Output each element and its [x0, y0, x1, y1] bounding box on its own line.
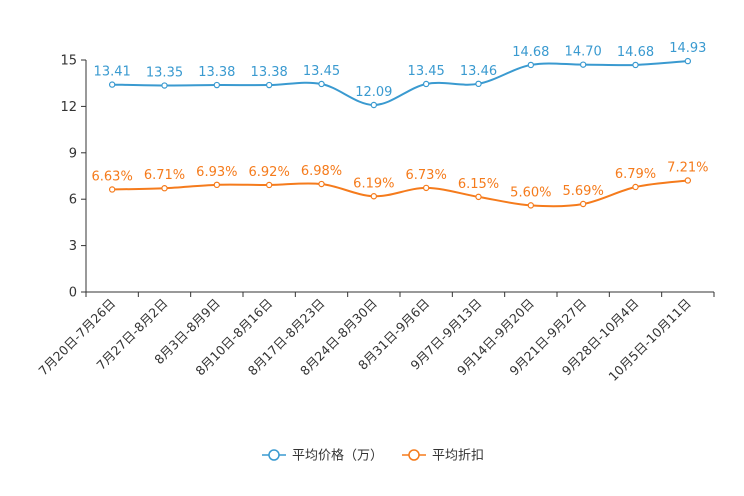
data-point	[422, 184, 430, 192]
legend-label: 平均折扣	[432, 449, 484, 464]
data-label: 13.38	[198, 65, 235, 80]
data-label: 6.92%	[249, 165, 290, 180]
data-label: 7.21%	[667, 160, 708, 175]
data-label: 6.71%	[144, 168, 185, 183]
data-point	[579, 61, 587, 68]
series-1: 13.41 13.35 13.38 13.38 13.45 12.09 13.45 13.46…	[94, 41, 706, 109]
data-label: 14.93	[669, 41, 706, 56]
data-point	[318, 80, 325, 88]
y-axis: 0 3 6 9 12 15	[60, 54, 87, 301]
y-tick-label: 9	[69, 146, 77, 161]
data-point	[475, 193, 482, 201]
data-label: 6.63%	[92, 169, 133, 184]
series-group: 13.41 13.35 13.38 13.38 13.45 12.09 13.45 13.46…	[92, 41, 708, 209]
data-label: 6.73%	[406, 168, 447, 183]
data-label: 14.68	[617, 45, 654, 60]
y-tick-label: 0	[69, 286, 77, 301]
series-line	[112, 179, 688, 208]
data-label: 6.93%	[196, 165, 237, 180]
data-point	[579, 200, 587, 208]
data-point	[265, 181, 273, 189]
data-point	[632, 61, 639, 69]
data-point	[318, 180, 325, 188]
data-point	[213, 81, 221, 89]
data-point	[161, 185, 168, 192]
data-label: 13.45	[303, 64, 340, 79]
data-point	[370, 193, 378, 200]
series-2: 6.63% 6.71% 6.93% 6.92% 6.98% 6.19% 6.73% 6.15%…	[92, 160, 708, 209]
data-label: 6.79%	[615, 167, 656, 182]
data-label: 13.45	[408, 64, 445, 79]
legend-item-2[interactable]: 平均折扣	[402, 449, 484, 464]
data-point	[527, 202, 535, 209]
data-point	[475, 80, 482, 88]
data-label: 6.19%	[353, 176, 394, 191]
data-label: 6.15%	[458, 177, 499, 192]
data-label: 6.98%	[301, 164, 342, 179]
data-point	[370, 101, 378, 109]
data-point	[265, 81, 273, 89]
legend[interactable]: 平均价格（万） 平均折扣	[262, 448, 484, 464]
data-point	[108, 186, 116, 193]
data-label: 13.35	[146, 66, 183, 81]
data-point	[108, 81, 116, 88]
data-point	[684, 57, 692, 65]
data-label: 13.41	[94, 65, 131, 80]
y-tick-label: 6	[69, 193, 77, 208]
data-label: 14.70	[565, 45, 602, 60]
data-label: 13.38	[251, 65, 288, 80]
y-tick-label: 12	[60, 100, 77, 115]
data-label: 5.60%	[510, 185, 551, 200]
data-point	[632, 183, 639, 191]
data-point	[422, 80, 430, 88]
data-point	[161, 82, 168, 89]
data-label: 13.46	[460, 64, 497, 79]
legend-marker-icon	[268, 449, 280, 461]
data-label: 12.09	[355, 85, 392, 100]
data-point	[527, 61, 535, 69]
data-point	[684, 177, 692, 184]
y-tick-label: 15	[60, 54, 77, 69]
data-point	[213, 181, 221, 189]
legend-marker-icon	[408, 449, 420, 461]
legend-item-1[interactable]: 平均价格（万）	[262, 448, 383, 464]
x-axis: 7月20日-7月26日7月27日-8月2日8月3日-8月9日8月10日-8月16…	[35, 291, 715, 384]
y-tick-label: 3	[69, 239, 77, 254]
series-line	[112, 60, 688, 107]
legend-label: 平均价格（万）	[292, 448, 383, 464]
data-label: 5.69%	[563, 184, 604, 199]
data-label: 14.68	[512, 45, 549, 60]
